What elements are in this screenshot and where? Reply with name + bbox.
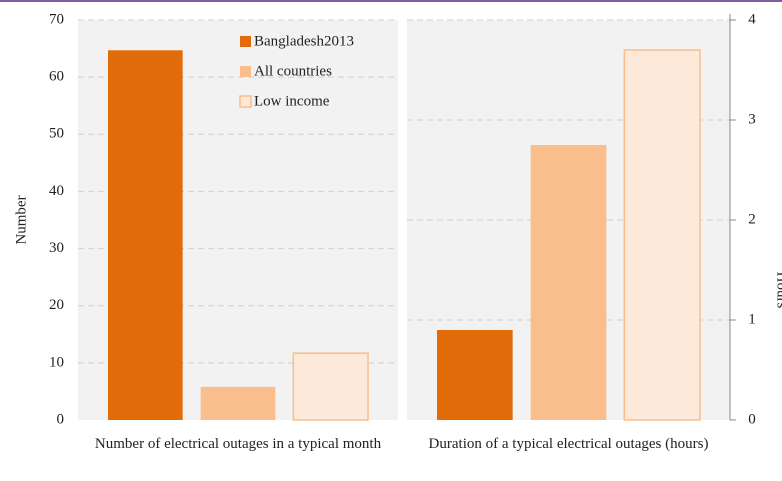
y2-tick-label: 0 [748, 411, 756, 427]
y-tick-label: 0 [57, 411, 65, 427]
x-category-label: Duration of a typical electrical outages… [428, 436, 709, 452]
x-category-label: Number of electrical outages in a typica… [94, 436, 382, 452]
legend-label: Bangladesh2013 [254, 33, 354, 49]
y2-tick-label: 1 [748, 311, 756, 327]
legend-label: Low income [254, 93, 330, 109]
bar [292, 352, 369, 421]
y-tick-label: 10 [49, 354, 64, 370]
bar [530, 145, 607, 420]
y2-axis-label: Hours [774, 272, 782, 309]
y-axis-label: Number [13, 195, 29, 244]
top-border [0, 0, 782, 2]
y2-tick-label: 4 [748, 11, 756, 27]
y2-tick-label: 3 [748, 111, 756, 127]
bar [623, 49, 701, 421]
y-tick-label: 50 [49, 126, 64, 142]
y-tick-label: 70 [49, 11, 64, 27]
legend-label: All countries [254, 63, 332, 79]
legend-swatch [239, 95, 252, 108]
y2-tick-label: 2 [748, 211, 756, 227]
bar [200, 386, 276, 420]
legend-swatch [240, 36, 251, 47]
y-tick-label: 20 [49, 297, 64, 313]
bar [108, 50, 183, 421]
y-tick-label: 60 [49, 69, 64, 85]
y-tick-label: 40 [49, 183, 64, 199]
y-tick-label: 30 [49, 240, 64, 256]
legend-swatch [240, 66, 251, 77]
bar [437, 330, 513, 420]
